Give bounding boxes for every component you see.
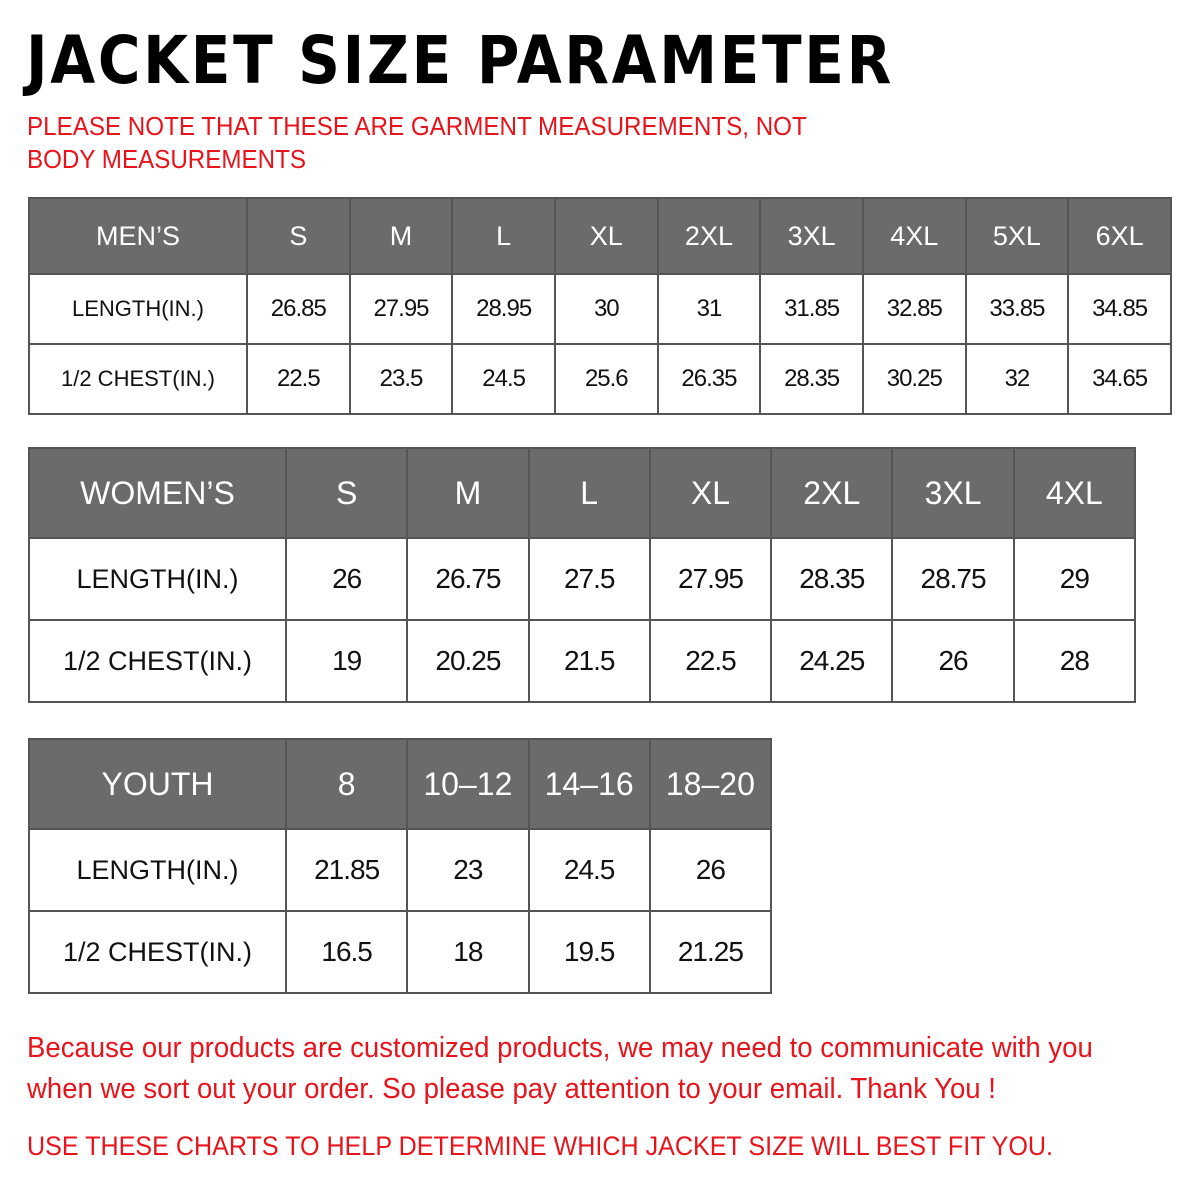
row-label: LENGTH(IN.) bbox=[28, 828, 287, 912]
table-label: WOMEN’S bbox=[28, 447, 287, 539]
size-header: S bbox=[246, 197, 351, 275]
measurement-cell: 34.65 bbox=[1067, 343, 1172, 415]
measurement-cell: 27.5 bbox=[527, 537, 651, 621]
measurement-cell: 24.5 bbox=[451, 343, 556, 415]
measurement-cell: 23.5 bbox=[348, 343, 454, 415]
measurement-cell: 28.75 bbox=[891, 537, 1015, 621]
mens-size-table: MEN’S S M L XL 2XL 3XL 4XL 5XL 6XL LENGTH(IN.) 26.8… bbox=[28, 197, 1172, 415]
size-header: M bbox=[348, 197, 454, 275]
measurement-cell: 27.95 bbox=[648, 537, 773, 621]
size-header: 18–20 bbox=[648, 738, 773, 830]
measurement-cell: 24.25 bbox=[770, 619, 894, 703]
size-header: M bbox=[406, 447, 530, 539]
table-row: 1/2 CHEST(IN.) 19 20.25 21.5 22.5 24.25 26 28 bbox=[28, 619, 1137, 703]
measurement-cell: 26 bbox=[891, 619, 1015, 703]
measurement-cell: 26.75 bbox=[406, 537, 530, 621]
row-label: 1/2 CHEST(IN.) bbox=[28, 343, 248, 415]
size-header: 3XL bbox=[891, 447, 1015, 539]
table-row: 1/2 CHEST(IN.) 16.5 18 19.5 21.25 bbox=[28, 910, 773, 994]
measurement-cell: 30 bbox=[553, 273, 659, 345]
measurement-cell: 24.5 bbox=[527, 828, 651, 912]
measurement-cell: 29 bbox=[1012, 537, 1137, 621]
size-header: 5XL bbox=[964, 197, 1070, 275]
size-header: 2XL bbox=[770, 447, 894, 539]
measurement-cell: 34.85 bbox=[1067, 273, 1172, 345]
row-label: LENGTH(IN.) bbox=[28, 537, 287, 621]
size-header: 4XL bbox=[1012, 447, 1137, 539]
row-label: 1/2 CHEST(IN.) bbox=[28, 910, 287, 994]
table-row: 1/2 CHEST(IN.) 22.5 23.5 24.5 25.6 26.35 28.35… bbox=[28, 343, 1172, 415]
size-header: 3XL bbox=[759, 197, 864, 275]
measurement-cell: 28 bbox=[1012, 619, 1137, 703]
table-row: LENGTH(IN.) 21.85 23 24.5 26 bbox=[28, 828, 773, 912]
row-label: 1/2 CHEST(IN.) bbox=[28, 619, 287, 703]
measurement-cell: 26.35 bbox=[656, 343, 762, 415]
measurement-cell: 19 bbox=[284, 619, 409, 703]
measurement-cell: 21.85 bbox=[284, 828, 409, 912]
header-row: WOMEN’S S M L XL 2XL 3XL 4XL bbox=[28, 447, 1137, 539]
measurement-cell: 20.25 bbox=[406, 619, 530, 703]
page-title: JACKET SIZE PARAMETER bbox=[26, 22, 894, 99]
measurement-cell: 33.85 bbox=[964, 273, 1070, 345]
womens-size-table: WOMEN’S S M L XL 2XL 3XL 4XL LENGTH(IN.) 26 26.75 2… bbox=[28, 447, 1137, 703]
size-header: 6XL bbox=[1067, 197, 1172, 275]
measurement-cell: 21.25 bbox=[648, 910, 773, 994]
table-row: LENGTH(IN.) 26.85 27.95 28.95 30 31 31.85 32.85… bbox=[28, 273, 1172, 345]
measurement-note: PLEASE NOTE THAT THESE ARE GARMENT MEASU… bbox=[27, 111, 807, 174]
size-header: L bbox=[451, 197, 556, 275]
size-header: S bbox=[284, 447, 409, 539]
measurement-cell: 26 bbox=[284, 537, 409, 621]
measurement-cell: 26 bbox=[648, 828, 773, 912]
measurement-cell: 22.5 bbox=[648, 619, 773, 703]
size-header: XL bbox=[553, 197, 659, 275]
measurement-cell: 18 bbox=[406, 910, 530, 994]
measurement-cell: 21.5 bbox=[527, 619, 651, 703]
measurement-cell: 26.85 bbox=[246, 273, 351, 345]
header-row: YOUTH 8 10–12 14–16 18–20 bbox=[28, 738, 773, 830]
size-header: 8 bbox=[284, 738, 409, 830]
measurement-cell: 30.25 bbox=[861, 343, 967, 415]
measurement-cell: 28.35 bbox=[759, 343, 864, 415]
measurement-cell: 28.95 bbox=[451, 273, 556, 345]
table-label: YOUTH bbox=[28, 738, 287, 830]
size-chart-tip: USE THESE CHARTS TO HELP DETERMINE WHICH… bbox=[27, 1131, 1054, 1161]
measurement-cell: 25.6 bbox=[553, 343, 659, 415]
size-header: L bbox=[527, 447, 651, 539]
measurement-cell: 31.85 bbox=[759, 273, 864, 345]
customization-notice: Because our products are customized prod… bbox=[27, 1032, 1093, 1105]
measurement-cell: 32 bbox=[964, 343, 1070, 415]
measurement-cell: 32.85 bbox=[861, 273, 967, 345]
measurement-cell: 19.5 bbox=[527, 910, 651, 994]
measurement-cell: 28.35 bbox=[770, 537, 894, 621]
header-row: MEN’S S M L XL 2XL 3XL 4XL 5XL 6XL bbox=[28, 197, 1172, 275]
size-header: 4XL bbox=[861, 197, 967, 275]
size-header: 14–16 bbox=[527, 738, 651, 830]
measurement-cell: 27.95 bbox=[348, 273, 454, 345]
table-row: LENGTH(IN.) 26 26.75 27.5 27.95 28.35 28.75 29 bbox=[28, 537, 1137, 621]
size-header: XL bbox=[648, 447, 773, 539]
measurement-cell: 31 bbox=[656, 273, 762, 345]
measurement-cell: 22.5 bbox=[246, 343, 351, 415]
row-label: LENGTH(IN.) bbox=[28, 273, 248, 345]
size-header: 10–12 bbox=[406, 738, 530, 830]
measurement-cell: 16.5 bbox=[284, 910, 409, 994]
youth-size-table: YOUTH 8 10–12 14–16 18–20 LENGTH(IN.) 21.85 23 2… bbox=[28, 738, 773, 994]
measurement-cell: 23 bbox=[406, 828, 530, 912]
table-label: MEN’S bbox=[28, 197, 248, 275]
size-header: 2XL bbox=[656, 197, 762, 275]
